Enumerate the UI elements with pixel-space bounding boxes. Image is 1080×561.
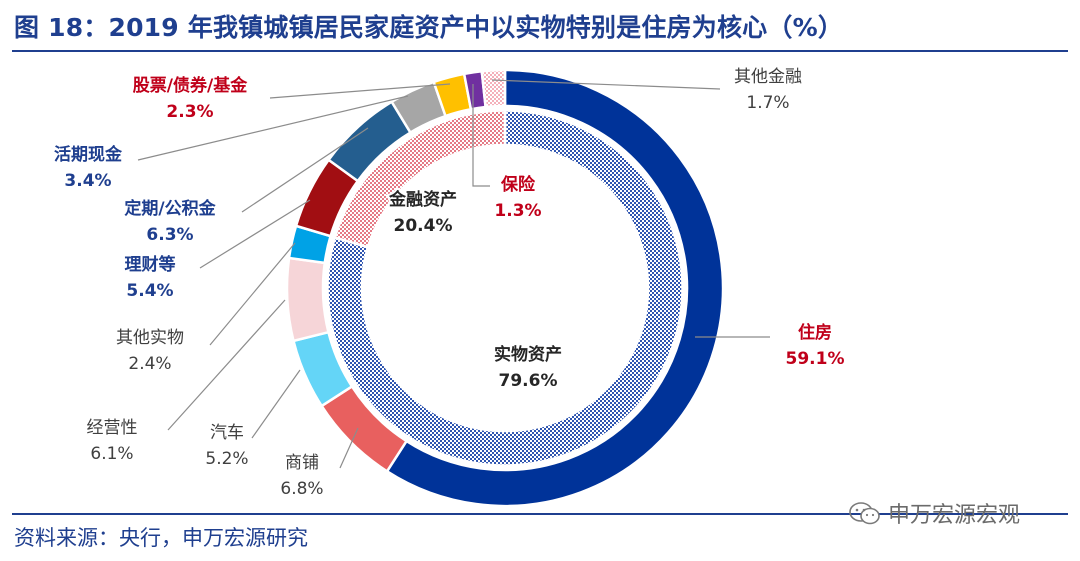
leader-line-理财等 [199,199,311,269]
outer-slice-经营性 [285,256,330,343]
leader-line-商铺 [339,427,359,469]
label-value-汽车: 5.2% [205,449,248,469]
label-name-汽车: 汽车 [210,423,244,443]
leader-line-汽车 [251,369,301,439]
label-value-保险: 1.3% [494,201,541,221]
label-value-定期-公积金: 6.3% [146,225,193,245]
wechat-icon [848,501,882,525]
label-value-经营性: 6.1% [90,444,133,464]
outer-slice-住房 [385,68,725,508]
outer-slice-其他金融 [480,68,507,109]
label-name-经营性: 经营性 [87,418,138,438]
chart-title: 图 18：2019 年我镇城镇居民家庭资产中以实物特别是住房为核心（%） [14,13,844,42]
leader-line-经营性 [167,299,286,431]
label-name-其他金融: 其他金融 [734,67,802,87]
label-name-活期现金: 活期现金 [54,144,123,165]
label-name-定期-公积金: 定期/公积金 [124,198,216,219]
label-value-商铺: 6.8% [280,479,323,499]
leader-line-活期现金 [137,95,409,161]
footer-divider [12,513,1068,515]
watermark-text: 申万宏源宏观 [888,503,1021,528]
source-note: 资料来源：央行，申万宏源研究 [14,526,308,550]
label-value-其他实物: 2.4% [128,354,171,374]
label-name-其他实物: 其他实物 [116,328,184,348]
inner-label-value-金融资产: 20.4% [394,216,453,236]
leader-lines [137,79,770,469]
label-name-理财等: 理财等 [125,254,176,275]
label-value-股票-债券-基金: 2.3% [166,102,213,122]
watermark: 申万宏源宏观 [848,497,1020,529]
label-value-活期现金: 3.4% [64,171,111,191]
inner-slice-实物资产 [326,109,684,467]
leader-line-定期-公积金 [241,127,369,213]
inner-label-value-实物资产: 79.6% [499,371,558,391]
inner-slice-金融资产 [333,109,507,249]
leader-line-其他金融 [491,79,721,90]
label-value-其他金融: 1.7% [746,93,789,113]
label-name-住房: 住房 [798,322,832,343]
label-value-理财等: 5.4% [126,281,173,301]
slice-labels: 住房 59.1% 商铺 6.8% 汽车 5.2% 经营性 6.1% 其他实物 2.4% 理财等 5.4… [54,67,844,499]
leader-line-其他实物 [209,242,296,346]
inner-ring [326,109,684,467]
outer-ring [285,68,725,508]
leader-line-股票-债券-基金 [269,83,451,99]
label-name-保险: 保险 [500,174,536,195]
inner-label-name-实物资产: 实物资产 [494,344,562,365]
label-name-商铺: 商铺 [285,453,319,473]
label-value-住房: 59.1% [786,349,845,369]
label-name-股票-债券-基金: 股票/债券/基金 [133,75,248,96]
title-divider [12,50,1068,52]
inner-label-name-金融资产: 金融资产 [388,189,457,210]
leader-line-保险 [472,84,490,187]
